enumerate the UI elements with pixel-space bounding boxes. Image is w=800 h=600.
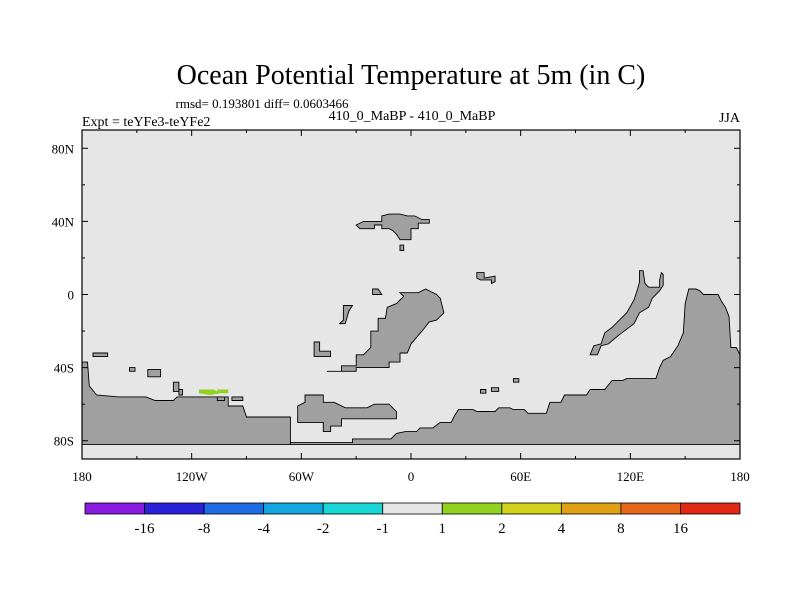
land-mass bbox=[512, 378, 520, 383]
x-tick-label: 60W bbox=[289, 469, 315, 484]
land-layer bbox=[81, 213, 741, 445]
land-mass bbox=[313, 341, 332, 358]
y-tick-label: 80N bbox=[52, 141, 75, 156]
colorbar-label: 16 bbox=[673, 521, 689, 537]
map-panel: 180 120W 60W 0 60E 120E 180 80N 40N 0 40S 80S bbox=[52, 129, 750, 484]
plot-title: Ocean Potential Temperature at 5m (in C) bbox=[177, 60, 646, 91]
land-mass bbox=[372, 288, 383, 295]
y-tick-label: 0 bbox=[68, 288, 75, 303]
land-mass bbox=[326, 288, 445, 372]
anomaly-patch bbox=[217, 389, 229, 394]
y-axis: 80N 40N 0 40S 80S bbox=[52, 141, 740, 449]
land-mass bbox=[231, 396, 244, 401]
land-mass bbox=[92, 352, 109, 358]
land-mass bbox=[490, 387, 500, 392]
colorbar-swatch bbox=[620, 502, 681, 515]
y-tick-label: 80S bbox=[54, 434, 74, 449]
colorbar-swatch bbox=[560, 502, 622, 515]
season-label: JJA bbox=[719, 111, 741, 126]
land-mass bbox=[355, 213, 430, 241]
anomaly-patch bbox=[199, 389, 221, 395]
x-tick-label: 120E bbox=[617, 469, 645, 484]
land-mass bbox=[480, 389, 487, 394]
colorbar-swatch bbox=[84, 502, 145, 515]
land-mass bbox=[147, 368, 162, 378]
land-mass bbox=[289, 288, 741, 445]
colorbar-label: -1 bbox=[376, 521, 389, 537]
colorbar-label: -16 bbox=[135, 521, 155, 537]
land-mass bbox=[129, 367, 136, 372]
x-tick-label: 0 bbox=[408, 469, 415, 484]
land-mass bbox=[399, 244, 405, 252]
colorbar-swatch bbox=[382, 502, 443, 515]
colorbar-swatch bbox=[501, 502, 562, 515]
land-mass bbox=[178, 389, 183, 396]
y-tick-label: 40S bbox=[54, 361, 74, 376]
colorbar-swatch bbox=[144, 502, 205, 515]
land-mass bbox=[172, 381, 180, 392]
colorbar: -16 -8 -4 -2 -1 1 2 4 8 16 bbox=[84, 502, 741, 537]
experiment-label: Expt = teYFe3-teYFe2 bbox=[82, 115, 210, 130]
land-mass bbox=[216, 396, 226, 401]
colorbar-label: -2 bbox=[317, 521, 330, 537]
land-mass bbox=[589, 270, 664, 356]
land-mass bbox=[81, 361, 291, 445]
colorbar-label: 4 bbox=[558, 521, 566, 537]
y-tick-label: 40N bbox=[52, 214, 75, 229]
colorbar-swatch bbox=[441, 502, 503, 515]
colorbar-label: -8 bbox=[198, 521, 211, 537]
land-mass bbox=[297, 394, 397, 433]
x-axis: 180 120W 60W 0 60E 120E 180 bbox=[72, 130, 750, 484]
colorbar-label: -4 bbox=[257, 521, 270, 537]
colorbar-swatch bbox=[322, 502, 384, 515]
x-tick-label: 60E bbox=[510, 469, 531, 484]
x-tick-label: 180 bbox=[72, 469, 92, 484]
land-mass bbox=[476, 272, 496, 285]
stats-label: rmsd= 0.193801 diff= 0.0603466 bbox=[176, 96, 349, 111]
x-tick-label: 120W bbox=[176, 469, 209, 484]
colorbar-swatch bbox=[680, 502, 741, 515]
land-mass bbox=[338, 305, 354, 325]
colorbar-label: 8 bbox=[617, 521, 625, 537]
colorbar-label: 2 bbox=[498, 521, 506, 537]
colorbar-swatch bbox=[263, 502, 324, 515]
x-tick-label: 180 bbox=[730, 469, 750, 484]
anomaly-layer bbox=[199, 389, 229, 395]
case-label: 410_0_MaBP - 410_0_MaBP bbox=[329, 109, 496, 124]
colorbar-swatch bbox=[203, 502, 265, 515]
colorbar-label: 1 bbox=[439, 521, 447, 537]
